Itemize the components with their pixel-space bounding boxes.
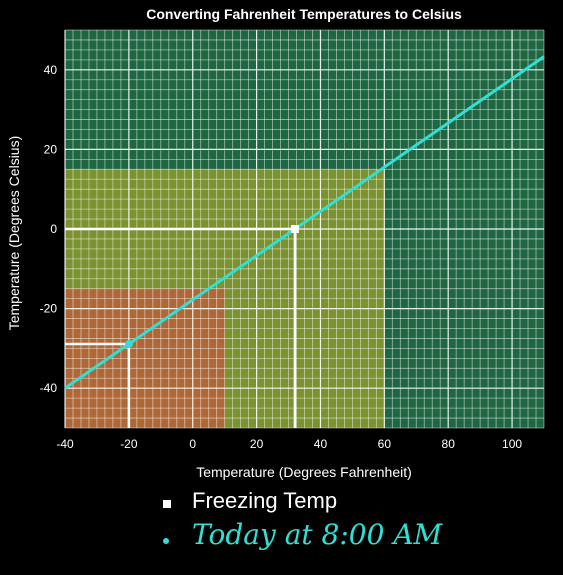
circle-marker-icon bbox=[160, 518, 192, 551]
x-tick-label: 100 bbox=[502, 437, 522, 451]
series-line bbox=[64, 55, 545, 390]
x-tick-label: 0 bbox=[189, 437, 196, 451]
x-tick-label: 20 bbox=[250, 437, 264, 451]
x-axis-label: Temperature (Degrees Fahrenheit) bbox=[196, 464, 412, 480]
chart: Converting Fahrenheit Temperatures to Ce… bbox=[6, 6, 545, 480]
legend-item-freezing-temp: Freezing Temp bbox=[160, 488, 337, 514]
marker-square bbox=[290, 225, 299, 233]
x-tick-label: 80 bbox=[442, 437, 456, 451]
x-tick-label: -20 bbox=[120, 437, 138, 451]
chart-title: Converting Fahrenheit Temperatures to Ce… bbox=[146, 6, 462, 22]
markers-layer bbox=[124, 225, 299, 349]
series-layer bbox=[64, 55, 545, 390]
y-tick-label: 20 bbox=[44, 142, 58, 156]
y-axis-label: Temperature (Degrees Celsius) bbox=[6, 136, 22, 331]
guide-lines bbox=[65, 227, 297, 428]
legend-label: Freezing Temp bbox=[192, 488, 338, 513]
x-tick-label: -40 bbox=[56, 437, 74, 451]
x-tick-labels: -40 -20 0 20 40 60 80 100 bbox=[56, 437, 522, 451]
x-tick-label: 60 bbox=[378, 437, 392, 451]
legend-item-today: Today at 8:00 AM bbox=[160, 518, 442, 551]
legend-label: Today at 8:00 AM bbox=[192, 518, 443, 551]
y-tick-label: -40 bbox=[40, 381, 58, 395]
y-tick-label: -20 bbox=[40, 302, 58, 316]
y-tick-label: 0 bbox=[50, 222, 57, 236]
marker-circle bbox=[124, 340, 133, 349]
y-tick-label: 40 bbox=[44, 63, 58, 77]
square-marker-icon bbox=[160, 488, 192, 514]
x-tick-label: 40 bbox=[314, 437, 328, 451]
y-tick-labels: -40 -20 0 20 40 bbox=[40, 63, 58, 395]
